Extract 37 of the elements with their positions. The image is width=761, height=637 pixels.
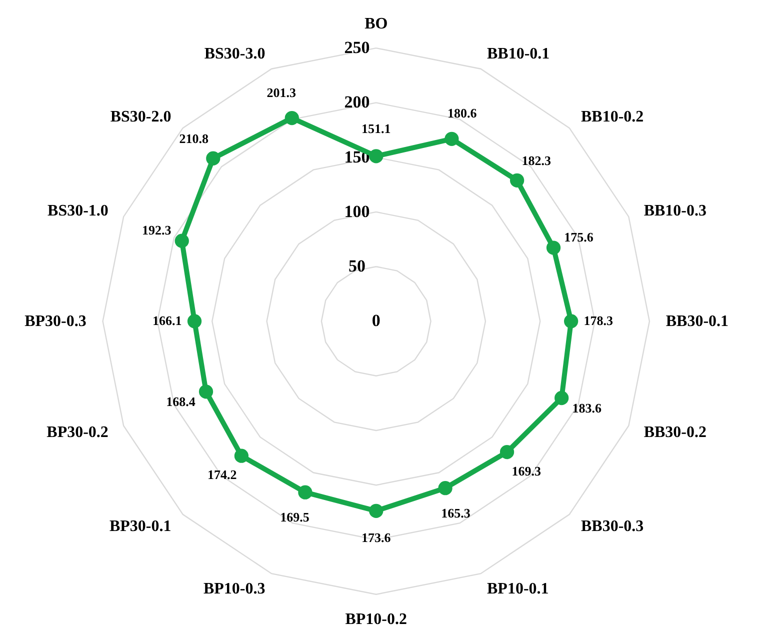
data-label: 182.3 [522, 153, 552, 168]
data-label: 183.6 [572, 400, 602, 416]
spoke-label: BP30-0.3 [24, 313, 86, 330]
spoke-label: BO [364, 15, 388, 32]
spoke-label: BB30-0.1 [666, 313, 729, 330]
data-label: 165.3 [441, 505, 471, 520]
y-tick-label: 250 [344, 38, 370, 58]
data-label: 178.3 [584, 313, 614, 328]
data-label: 180.6 [448, 106, 478, 121]
data-label: 169.5 [280, 510, 310, 525]
data-label: 201.3 [266, 84, 297, 100]
y-tick-label: 100 [344, 202, 370, 221]
data-label: 166.1 [152, 313, 182, 328]
spoke-label: BB30-0.3 [581, 518, 644, 535]
data-label: 168.4 [166, 394, 196, 410]
data-label: 175.6 [564, 229, 594, 244]
spoke-label: BB10-0.3 [644, 202, 706, 220]
y-tick-label: 200 [344, 92, 370, 112]
data-label: 174.2 [207, 467, 237, 482]
spoke-label: BB10-0.2 [581, 108, 644, 126]
y-tick-label: 0 [372, 311, 380, 330]
spoke-label: BP10-0.3 [203, 580, 266, 598]
spoke-label: BB30-0.2 [644, 424, 706, 442]
spoke-label: BB10-0.1 [487, 46, 550, 63]
spoke-label: BS30-3.0 [204, 46, 266, 63]
data-label: 151.1 [362, 120, 391, 136]
spoke-label: BS30-2.0 [110, 108, 172, 126]
spoke-label: BP30-0.2 [46, 424, 108, 442]
data-label: 192.3 [142, 222, 172, 238]
spoke-label: BP10-0.2 [345, 610, 408, 628]
spoke-label: BP30-0.1 [109, 518, 172, 535]
spoke-label: BP10-0.1 [487, 580, 549, 598]
data-label: 169.3 [512, 463, 542, 478]
spoke-label: BS30-1.0 [48, 202, 108, 220]
y-tick-label: 50 [348, 256, 366, 276]
data-label: 210.8 [179, 131, 209, 146]
data-label: 173.6 [362, 530, 392, 546]
